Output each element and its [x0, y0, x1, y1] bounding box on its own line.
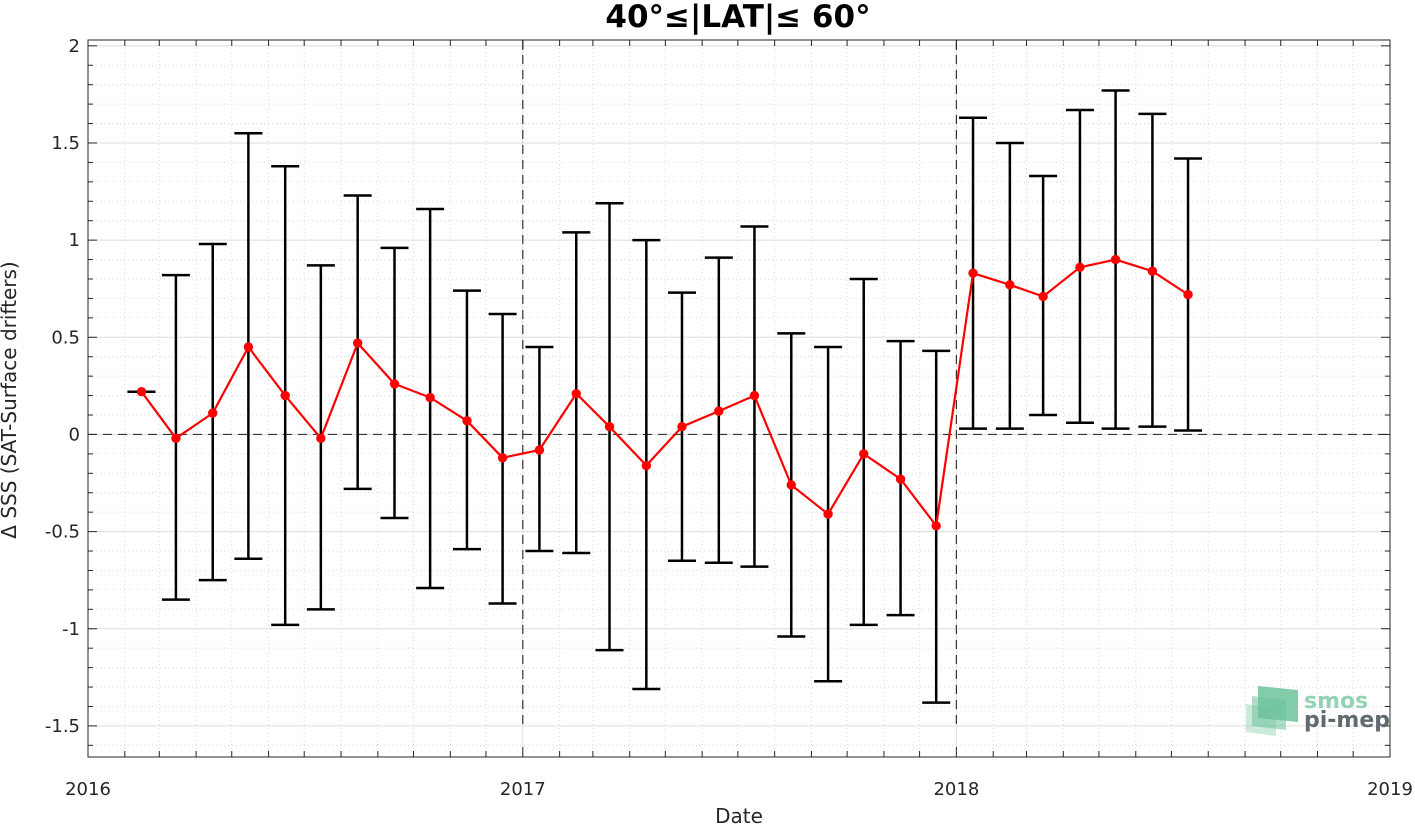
data-point [208, 408, 218, 418]
reference-lines [88, 40, 1390, 726]
data-point [280, 390, 290, 401]
data-point [859, 449, 869, 459]
data-point [136, 386, 147, 397]
data-point [1075, 262, 1085, 273]
data-point [171, 433, 181, 444]
logo-text-smos: smos [1304, 689, 1368, 714]
series-polyline [140, 258, 1189, 527]
smos-pi-mep-logo: smos pi-mep [1246, 686, 1390, 736]
logo-mark-icon [1246, 686, 1298, 736]
y-axis-title: Δ SSS (SAT-Surface drifters) [0, 261, 21, 538]
data-point [823, 509, 833, 519]
y-tick-label: 1 [69, 230, 80, 251]
data-point [497, 453, 508, 463]
y-tick-label: -0.5 [45, 522, 80, 543]
data-point [389, 379, 400, 389]
data-point [1038, 291, 1048, 302]
y-tick-label: -1.5 [45, 716, 80, 737]
data-point [604, 421, 615, 432]
x-tick-label: 2016 [65, 779, 111, 800]
y-tick-label: 2 [69, 36, 80, 57]
y-tick-label: -1 [62, 619, 80, 640]
data-point [1005, 280, 1015, 290]
data-point [895, 474, 906, 484]
data-point [786, 480, 796, 490]
data-point [316, 433, 326, 444]
series-line [140, 258, 1189, 527]
data-point [714, 406, 724, 416]
y-tick-label: 1.5 [51, 133, 80, 154]
data-point [677, 421, 687, 432]
series-markers [136, 254, 1193, 531]
x-tick-label: 2017 [500, 779, 546, 800]
logo-text-pi-mep: pi-mep [1304, 708, 1390, 733]
x-tick-label: 2018 [933, 779, 979, 800]
x-axis-title: Date [715, 804, 763, 825]
data-point [968, 268, 978, 278]
axes [87, 39, 1391, 758]
chart-title: 40°≤|LAT|≤ 60° [605, 0, 870, 35]
data-point [931, 521, 941, 531]
data-point [462, 416, 472, 426]
data-point [243, 342, 254, 352]
data-point [352, 338, 363, 348]
grid [87, 40, 1391, 757]
tick-labels: -1.5 -1 -0.5 0 0.5 1 1.5 2 2016 2017 2018 2019 [45, 36, 1413, 800]
y-tick-label: 0.5 [51, 327, 80, 348]
data-point [1183, 289, 1193, 300]
y-tick-label: 0 [69, 424, 80, 445]
plot-frame [87, 39, 1391, 758]
data-point [571, 388, 581, 399]
data-point [425, 392, 435, 403]
x-tick-label: 2019 [1367, 779, 1413, 800]
data-point [641, 460, 652, 471]
data-point [534, 445, 545, 455]
data-point [1147, 266, 1158, 276]
data-point [1110, 254, 1121, 265]
data-point [749, 390, 760, 401]
